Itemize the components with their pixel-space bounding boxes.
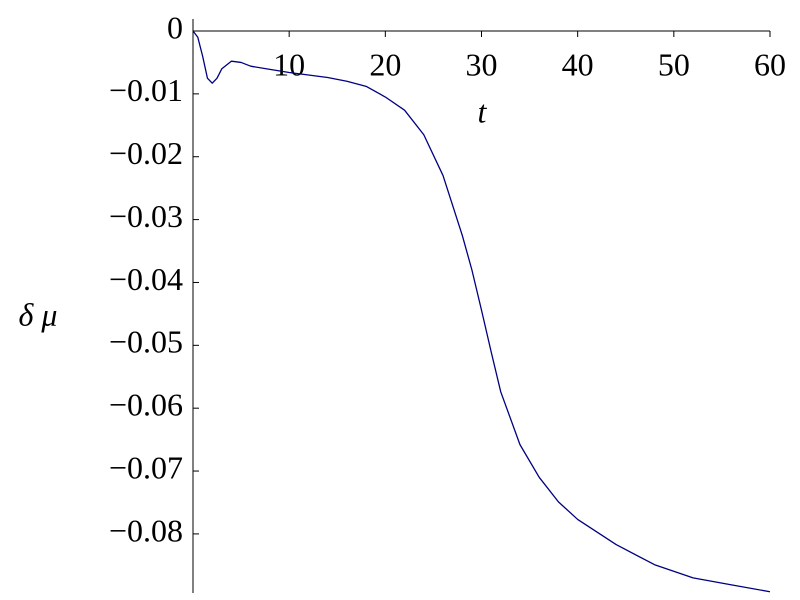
x-axis-label: t [478, 93, 488, 129]
x-tick-label: 20 [369, 46, 401, 82]
y-tick-label: −0.06 [109, 387, 183, 423]
x-tick-label: 60 [754, 46, 786, 82]
y-tick-label: −0.03 [109, 198, 183, 234]
y-tick-label: −0.08 [109, 512, 183, 548]
y-tick-label: −0.07 [109, 449, 183, 485]
x-tick-label: 40 [562, 46, 594, 82]
y-axis-label: δ μ [19, 296, 58, 332]
y-tick-label: −0.02 [109, 135, 183, 171]
x-tick-label: 30 [466, 46, 498, 82]
y-tick-label: −0.01 [109, 72, 183, 108]
y-tick-label: 0 [167, 9, 183, 45]
data-line [192, 30, 771, 593]
y-tick-label: −0.04 [109, 261, 183, 297]
x-tick-label: 10 [273, 46, 305, 82]
y-tick-label: −0.05 [109, 324, 183, 360]
x-tick-label: 50 [658, 46, 690, 82]
